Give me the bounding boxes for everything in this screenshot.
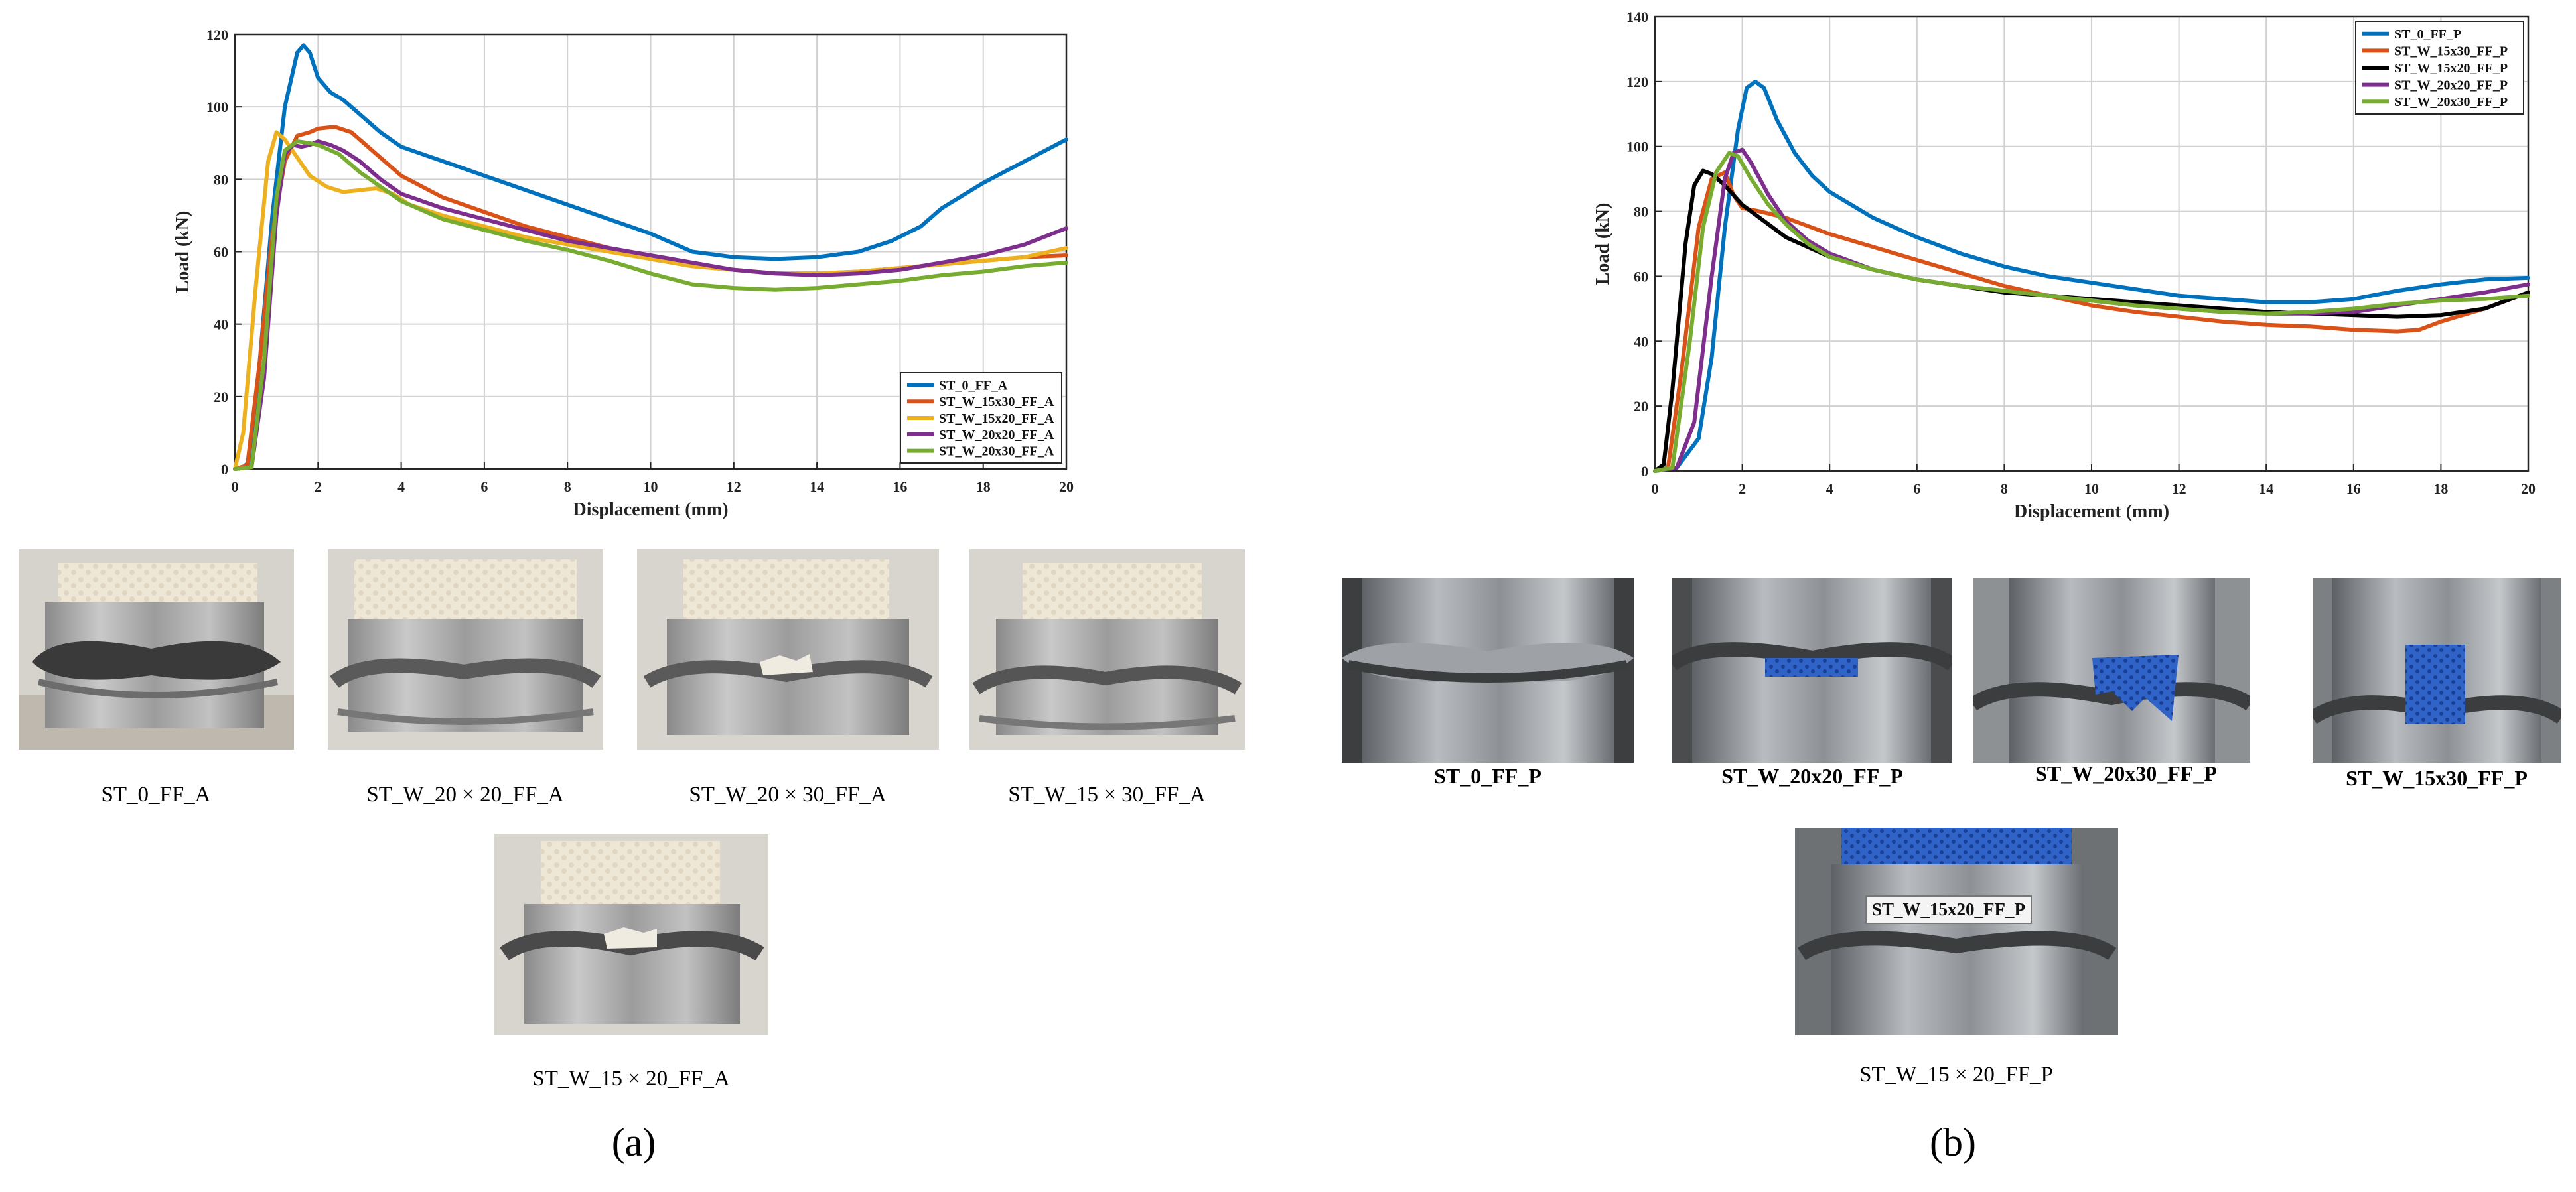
- tick-label-y: 100: [206, 99, 228, 115]
- tick-label-x: 12: [2172, 480, 2186, 497]
- tick-label-y: 80: [1634, 204, 1648, 220]
- series-line-1: [233, 43, 1068, 471]
- tick-label-x: 8: [2001, 480, 2008, 497]
- legend-label-3: ST_W_15x20_FF_A: [939, 411, 1054, 426]
- tick-label-x: 14: [2259, 480, 2273, 497]
- legend-label-4: ST_W_20x20_FF_A: [939, 428, 1054, 442]
- caption-a-4: ST_W_15 × 30_FF_A: [1008, 783, 1206, 807]
- specimen-image: [1795, 828, 2118, 1035]
- photo-st-0-ff-a: [19, 549, 294, 750]
- legend-label-2: ST_W_15x30_FF_A: [939, 395, 1054, 409]
- tick-label-y: 20: [214, 389, 228, 405]
- specimen-image: [328, 549, 603, 750]
- series-line-5: [1653, 151, 2530, 473]
- caption-b-3: ST_W_20x30_FF_P: [2035, 762, 2217, 785]
- tick-label-x: 0: [1652, 480, 1659, 497]
- photo-st-w-15x30-ff-p: [2313, 578, 2561, 763]
- photo-st-w-20x20-ff-p: [1672, 578, 1952, 763]
- tick-label-x: 18: [2433, 480, 2448, 497]
- specimen-image: [1342, 578, 1634, 763]
- tick-label-x: 6: [1913, 480, 1920, 497]
- caption-a-3: ST_W_20 × 30_FF_A: [689, 783, 887, 807]
- photo-st-w-15x20-ff-a: [494, 834, 768, 1035]
- caption-b-1: ST_0_FF_P: [1434, 764, 1541, 788]
- x-axis-label: Displacement (mm): [573, 499, 728, 520]
- specimen-image: [1672, 578, 1952, 763]
- tick-label-x: 6: [480, 478, 488, 495]
- specimen-image: [969, 549, 1245, 750]
- tick-label-x: 12: [727, 478, 741, 495]
- photo-st-w-15x30-ff-a: [969, 549, 1245, 750]
- series-line-1: [1653, 79, 2530, 473]
- tick-label-y: 20: [1634, 398, 1648, 415]
- tick-label-x: 20: [2521, 480, 2536, 497]
- caption-a-5: ST_W_15 × 20_FF_A: [532, 1067, 730, 1091]
- tick-label-x: 16: [2346, 480, 2361, 497]
- tick-label-y: 60: [1634, 268, 1648, 285]
- tick-label-x: 8: [564, 478, 571, 495]
- legend-label-1: ST_0_FF_P: [2394, 27, 2461, 42]
- panel-label-a: (a): [611, 1120, 656, 1164]
- y-axis-label: Load (kN): [1593, 203, 1613, 285]
- plot-frame: [1654, 15, 2530, 472]
- specimen-image: [19, 549, 294, 750]
- tick-label-x: 10: [644, 478, 658, 495]
- photo-st-w-20x20-ff-a: [328, 549, 603, 750]
- tick-label-x: 2: [315, 478, 322, 495]
- tick-label-x: 10: [2084, 480, 2099, 497]
- legend-label-5: ST_W_20x30_FF_P: [2394, 95, 2508, 109]
- tick-label-y: 100: [1626, 139, 1648, 155]
- tick-label-x: 2: [1739, 480, 1746, 497]
- photo-st-w-20x30-ff-a: [637, 549, 939, 750]
- tick-label-x: 14: [810, 478, 824, 495]
- tick-label-x: 4: [1826, 480, 1833, 497]
- specimen-image: [494, 834, 768, 1035]
- specimen-image: [1973, 578, 2250, 763]
- plot-frame: [234, 33, 1068, 470]
- y-axis-label: Load (kN): [173, 211, 193, 293]
- legend-label-4: ST_W_20x20_FF_P: [2394, 78, 2508, 93]
- chart-a: 0 2 4 6 8 10 12 14 16 18 20 0 20 40 60 80 100 120 Displace…: [173, 27, 1074, 520]
- caption-a-2: ST_W_20 × 20_FF_A: [366, 783, 564, 807]
- tick-label-x: 18: [976, 478, 991, 495]
- caption-a-1: ST_0_FF_A: [101, 783, 211, 807]
- tick-label-x: 20: [1059, 478, 1074, 495]
- tick-label-y: 120: [206, 27, 228, 43]
- legend-label-1: ST_0_FF_A: [939, 378, 1008, 393]
- series-line-2: [1653, 170, 2530, 473]
- tick-label-y: 0: [1641, 463, 1648, 480]
- tick-label-y: 80: [214, 171, 228, 188]
- chart-b: 0 2 4 6 8 10 12 14 16 18 20 0 20 40 60 80 100 120 140 Displ…: [1593, 9, 2536, 522]
- legend-label-2: ST_W_15x30_FF_P: [2394, 44, 2508, 58]
- tick-label-y: 40: [1634, 333, 1648, 350]
- series-line-5: [233, 139, 1068, 471]
- tick-label-y: 140: [1626, 9, 1648, 25]
- photo-st-w-15x20-ff-p: ST_W_15x20_FF_P: [1795, 828, 2118, 1035]
- tick-label-x: 16: [893, 478, 907, 495]
- caption-b-2: ST_W_20x20_FF_P: [1721, 764, 1903, 788]
- tick-label-y: 60: [214, 244, 228, 261]
- tick-label-y: 120: [1626, 74, 1648, 90]
- panel-label-b: (b): [1930, 1120, 1976, 1164]
- x-axis-label: Displacement (mm): [2014, 501, 2169, 522]
- caption-b-5: ST_W_15 × 20_FF_P: [1859, 1063, 2053, 1087]
- photo-st-0-ff-p: [1342, 578, 1634, 763]
- tick-label-y: 40: [214, 316, 228, 333]
- specimen-image: [2313, 578, 2561, 763]
- legend-label-3: ST_W_15x20_FF_P: [2394, 61, 2508, 76]
- tick-label-x: 0: [232, 478, 239, 495]
- photo-st-w-20x30-ff-p: [1973, 578, 2250, 763]
- tick-label-y: 0: [221, 461, 228, 478]
- specimen-label-card: ST_W_15x20_FF_P: [1865, 895, 2033, 924]
- specimen-image: [637, 549, 939, 750]
- tick-label-x: 4: [397, 478, 405, 495]
- legend-label-5: ST_W_20x30_FF_A: [939, 444, 1054, 459]
- caption-b-4: ST_W_15x30_FF_P: [2346, 766, 2528, 790]
